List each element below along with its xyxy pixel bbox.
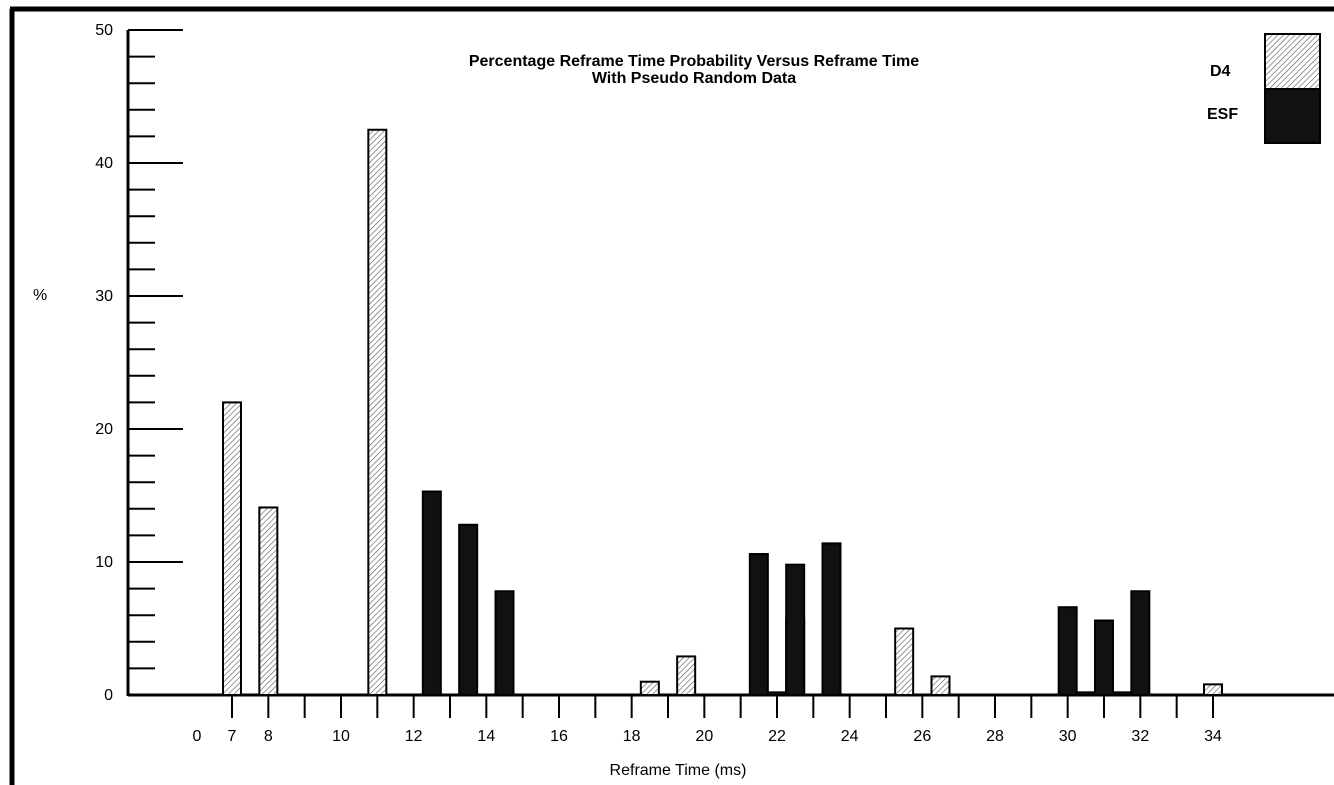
bar-esf [785,563,806,696]
bar-d4 [930,675,951,697]
bar-esf [1075,691,1096,697]
x-tick-label: 16 [550,728,568,745]
bar-esf [767,691,787,697]
bar-d4 [894,627,915,696]
bar-d4 [222,401,242,696]
bar-esf [494,590,515,697]
bar-esf [1130,590,1151,697]
x-tick-label: 26 [913,728,931,745]
x-tick-label: 24 [841,728,859,745]
bar-esf [421,490,442,697]
bar-esf [748,553,769,697]
x-tick-label: 30 [1059,728,1077,745]
x-axis-label: Reframe Time (ms) [610,762,747,779]
y-tick-label: 0 [104,687,113,704]
bar-d4 [258,506,279,696]
x-tick-label: 8 [264,728,273,745]
x-tick-label: 22 [768,728,786,745]
legend-label-esf: ESF [1207,106,1238,123]
legend-swatch-esf [1264,88,1321,144]
x-axis: 0 7 8 10 12 14 16 18 20 22 24 26 28 30 32 34 [128,693,1334,745]
x-tick-label: 32 [1131,728,1149,745]
x-tick-label: 34 [1204,728,1222,745]
bar-esf [1094,619,1114,697]
y-tick-label: 20 [95,421,113,438]
y-tick-label: 50 [95,22,113,39]
x-tick-label: 20 [695,728,713,745]
x-tick-label: 12 [405,728,423,745]
y-axis-label: % [33,287,47,304]
x-tick-label: 18 [623,728,641,745]
legend: D4 ESF [1207,33,1321,144]
chart-subtitle: With Pseudo Random Data [592,70,796,87]
x-tick-label: 7 [228,728,237,745]
legend-label-d4: D4 [1210,63,1231,80]
y-tick-label: 30 [95,288,113,305]
y-tick-label: 10 [95,554,113,571]
bar-esf [821,542,842,696]
bars [222,128,1223,697]
x-tick-label: 28 [986,728,1004,745]
legend-swatch-d4 [1264,33,1321,90]
bar-d4 [676,655,697,696]
y-axis: 0 10 20 30 40 50 [95,22,183,704]
bar-esf [1112,691,1133,697]
x-tick-label: 14 [477,728,495,745]
chart-title: Percentage Reframe Time Probability Vers… [469,53,919,70]
bar-esf [1057,606,1078,696]
bar-d4 [1203,683,1223,696]
bar-d4 [367,128,388,696]
x-tick-label: 10 [332,728,350,745]
bar-esf [458,523,479,697]
bar-d4 [639,680,660,697]
x-tick-label: 0 [193,728,202,745]
y-tick-label: 40 [95,155,113,172]
